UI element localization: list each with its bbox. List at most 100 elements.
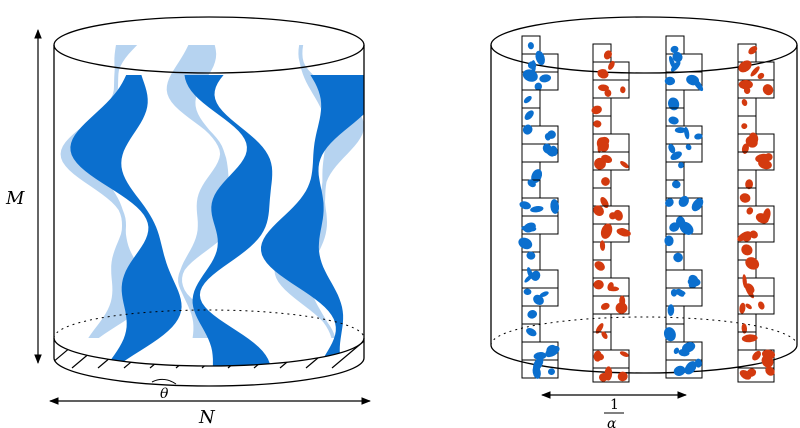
strand-fragment xyxy=(524,110,534,121)
strand-fragment xyxy=(678,162,684,169)
strand-fragment xyxy=(739,193,751,203)
strand-fragment xyxy=(544,133,551,141)
left-cylinder: θ M N xyxy=(5,16,448,428)
strand-fragment xyxy=(744,283,755,294)
strand-fragment xyxy=(533,294,544,306)
front-strands xyxy=(70,75,364,366)
strand-fragment xyxy=(527,42,534,50)
strand-fragment xyxy=(595,323,604,334)
strand-fragment xyxy=(523,95,532,104)
strand-fragment xyxy=(596,137,609,152)
back-strand xyxy=(60,45,156,338)
strand-fragment xyxy=(664,76,676,86)
strand-fragment xyxy=(522,69,538,82)
left-base-back xyxy=(53,309,365,339)
strand-fragment xyxy=(741,143,749,154)
strand-fragment xyxy=(533,352,547,360)
strand-column xyxy=(591,43,631,383)
right-base-front xyxy=(490,344,798,374)
strand-fragment xyxy=(681,342,696,353)
strand-fragment xyxy=(750,66,760,77)
strand-fragment xyxy=(527,61,537,69)
strand-fragment xyxy=(539,74,552,83)
strand-fragment xyxy=(668,143,676,154)
strand-fragment xyxy=(613,209,623,221)
grid-cell xyxy=(737,367,775,383)
strand-fragment xyxy=(548,368,555,376)
spacing-denominator: α xyxy=(607,416,617,428)
strand-fragment xyxy=(531,270,541,281)
strand-fragment xyxy=(526,327,537,337)
front-strand xyxy=(70,75,182,366)
strand-fragment xyxy=(519,201,531,210)
strand-fragment xyxy=(539,291,549,297)
strand-fragment xyxy=(619,351,629,358)
strand-fragment xyxy=(668,55,676,69)
strand-fragment xyxy=(673,347,680,354)
strand-fragment xyxy=(694,133,703,140)
strand-fragment xyxy=(746,207,754,215)
hatch-line xyxy=(410,336,448,368)
strand-fragment xyxy=(670,151,682,161)
strand-fragment xyxy=(545,345,560,358)
strand-fragment xyxy=(608,60,615,70)
strand-fragment xyxy=(741,123,748,130)
grid-cell xyxy=(665,359,703,379)
strand-fragment xyxy=(667,304,675,316)
front-strand xyxy=(184,75,273,366)
back-strand xyxy=(166,45,235,338)
angle-label: θ xyxy=(160,386,169,402)
strand-fragment xyxy=(603,50,612,60)
strand-fragment xyxy=(670,45,679,53)
strand-fragment xyxy=(665,198,674,207)
strand-fragment xyxy=(685,144,692,151)
strand-fragment xyxy=(607,282,614,291)
strand-fragment xyxy=(663,327,676,342)
strand-fragment xyxy=(601,331,608,340)
strand-fragment xyxy=(593,279,604,290)
strand-fragment xyxy=(675,216,686,228)
strand-fragment xyxy=(523,288,532,296)
strand-fragment xyxy=(618,228,627,235)
strand-fragment xyxy=(694,358,702,368)
strand-fragment xyxy=(620,161,629,169)
strand-fragment xyxy=(745,179,754,190)
hatch-line xyxy=(175,338,215,369)
angle-arc xyxy=(151,378,177,385)
grid-cell xyxy=(592,367,630,383)
strand-fragment xyxy=(598,84,609,92)
strand-fragment xyxy=(542,143,552,154)
hatch-line xyxy=(384,336,422,368)
strand-fragment xyxy=(617,371,628,382)
strand-fragment xyxy=(673,365,686,376)
strand-fragment xyxy=(532,365,541,379)
strand-column xyxy=(737,43,776,383)
strand-fragment xyxy=(688,281,697,289)
strand-fragment xyxy=(535,50,545,66)
strand-fragment xyxy=(534,82,543,91)
strand-fragment xyxy=(527,310,538,319)
strand-fragment xyxy=(599,240,606,251)
strand-fragment xyxy=(762,84,774,96)
strand-fragment xyxy=(741,323,748,334)
strand-fragment xyxy=(762,208,771,223)
strand-fragment xyxy=(528,226,536,232)
strand-fragment xyxy=(596,353,604,361)
strand-fragment xyxy=(524,274,533,283)
strand-fragment xyxy=(738,60,752,73)
strand-fragment xyxy=(600,302,610,310)
strand-fragment xyxy=(674,127,687,134)
strand-fragment xyxy=(594,261,605,271)
grid-cell xyxy=(737,97,757,117)
strand-fragment xyxy=(597,69,609,79)
strand-fragment xyxy=(748,132,759,145)
strand-fragment xyxy=(601,177,610,186)
strand-fragment xyxy=(672,180,681,189)
strand-fragment xyxy=(752,350,762,361)
strand-fragment xyxy=(757,72,765,80)
strand-fragment xyxy=(741,98,748,107)
strand-fragment xyxy=(620,86,626,94)
strand-fragment xyxy=(518,237,533,250)
left-bottom-rim xyxy=(53,357,365,387)
strand-fragment xyxy=(668,97,680,111)
